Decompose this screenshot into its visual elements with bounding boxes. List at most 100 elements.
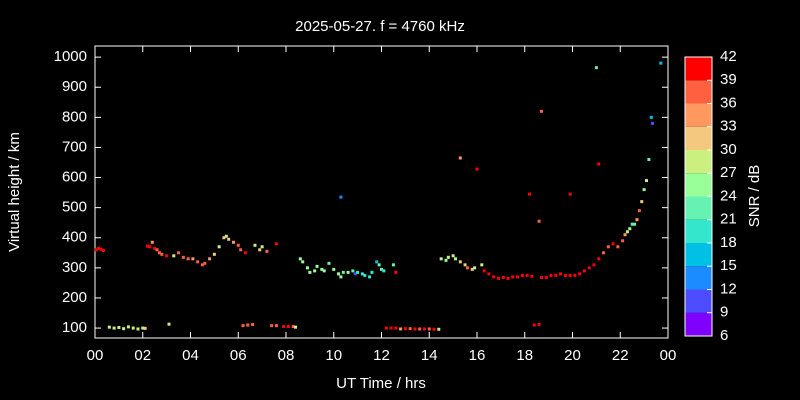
- data-point: [403, 327, 407, 331]
- colorbar-band: [685, 80, 712, 104]
- data-point: [270, 324, 274, 328]
- y-tick-label: 100: [62, 319, 87, 336]
- data-point: [150, 240, 154, 244]
- data-point: [597, 257, 601, 261]
- data-point: [659, 61, 663, 65]
- data-point: [597, 162, 601, 166]
- y-tick-label: 400: [62, 229, 87, 246]
- data-point: [99, 247, 103, 251]
- data-point: [253, 243, 257, 247]
- data-point: [480, 263, 484, 267]
- x-tick-label: 10: [325, 347, 342, 364]
- data-point: [394, 270, 398, 274]
- data-point: [112, 326, 116, 330]
- data-point: [157, 251, 161, 255]
- colorbar-tick-label: 27: [720, 164, 737, 181]
- data-point: [516, 275, 520, 279]
- data-point: [640, 200, 644, 204]
- data-point: [143, 326, 147, 330]
- colorbar-band: [685, 243, 712, 267]
- data-point: [544, 275, 548, 279]
- y-tick-label: 700: [62, 138, 87, 155]
- x-axis-label: UT Time / hrs: [336, 375, 426, 392]
- data-point: [606, 245, 610, 249]
- colorbar-tick-label: 12: [720, 280, 737, 297]
- data-point: [282, 325, 286, 329]
- data-point: [444, 258, 448, 262]
- data-point: [101, 248, 105, 252]
- data-point: [301, 260, 305, 264]
- data-point: [394, 326, 398, 330]
- data-point: [422, 327, 426, 331]
- data-point: [212, 252, 216, 256]
- x-tick-label: 04: [182, 347, 199, 364]
- colorbar-band: [685, 312, 712, 336]
- data-point: [637, 209, 641, 213]
- data-point: [616, 245, 620, 249]
- x-tick-label: 14: [421, 347, 438, 364]
- data-point: [623, 233, 627, 237]
- data-point: [587, 266, 591, 270]
- data-point: [635, 218, 639, 222]
- data-point: [621, 239, 625, 243]
- colorbar-band: [685, 150, 712, 174]
- colorbar-band: [685, 103, 712, 127]
- data-point: [298, 257, 302, 261]
- data-point: [473, 266, 477, 270]
- data-point: [537, 219, 541, 223]
- colorbar-tick-label: 36: [720, 94, 737, 111]
- data-point: [511, 275, 515, 279]
- data-point: [231, 240, 235, 244]
- data-point: [375, 260, 379, 264]
- data-point: [177, 251, 181, 255]
- data-point: [351, 269, 355, 273]
- data-point: [160, 252, 164, 256]
- data-point: [650, 121, 654, 125]
- data-point: [384, 326, 388, 330]
- data-point: [539, 275, 543, 279]
- data-point: [155, 248, 159, 252]
- data-point: [294, 325, 298, 329]
- x-tick-label: 08: [278, 347, 295, 364]
- data-point: [136, 327, 140, 331]
- data-point: [427, 327, 431, 331]
- data-point: [239, 248, 243, 252]
- data-point: [611, 242, 615, 246]
- data-point: [368, 275, 372, 279]
- data-point: [200, 263, 204, 267]
- data-point: [332, 267, 336, 271]
- data-point: [246, 323, 250, 327]
- data-point: [165, 254, 169, 258]
- colorbar-tick-label: 30: [720, 141, 737, 158]
- data-point: [258, 248, 262, 252]
- colorbar-band: [685, 266, 712, 290]
- x-tick-label: 02: [134, 347, 151, 364]
- data-point: [322, 269, 326, 273]
- data-point: [313, 269, 317, 273]
- data-point: [454, 257, 458, 261]
- data-point: [382, 269, 386, 273]
- data-point: [117, 325, 121, 329]
- data-point: [582, 269, 586, 273]
- x-tick-label: 18: [516, 347, 533, 364]
- colorbar-tick-label: 24: [720, 187, 737, 204]
- colorbar-tick-label: 18: [720, 234, 737, 251]
- data-point: [645, 179, 649, 183]
- data-point: [482, 269, 486, 273]
- data-point: [356, 270, 360, 274]
- colorbar-band: [685, 126, 712, 150]
- data-point: [432, 327, 436, 331]
- colorbar-tick-label: 21: [720, 211, 737, 228]
- data-point: [251, 322, 255, 326]
- data-point: [327, 261, 331, 265]
- data-point: [146, 244, 150, 248]
- data-point: [243, 251, 247, 255]
- y-tick-label: 200: [62, 289, 87, 306]
- x-tick-label: 20: [564, 347, 581, 364]
- data-point: [236, 243, 240, 247]
- data-point: [141, 326, 145, 330]
- colorbar-tick-label: 15: [720, 257, 737, 274]
- data-point: [241, 324, 245, 328]
- data-point: [475, 167, 479, 171]
- data-point: [305, 266, 309, 270]
